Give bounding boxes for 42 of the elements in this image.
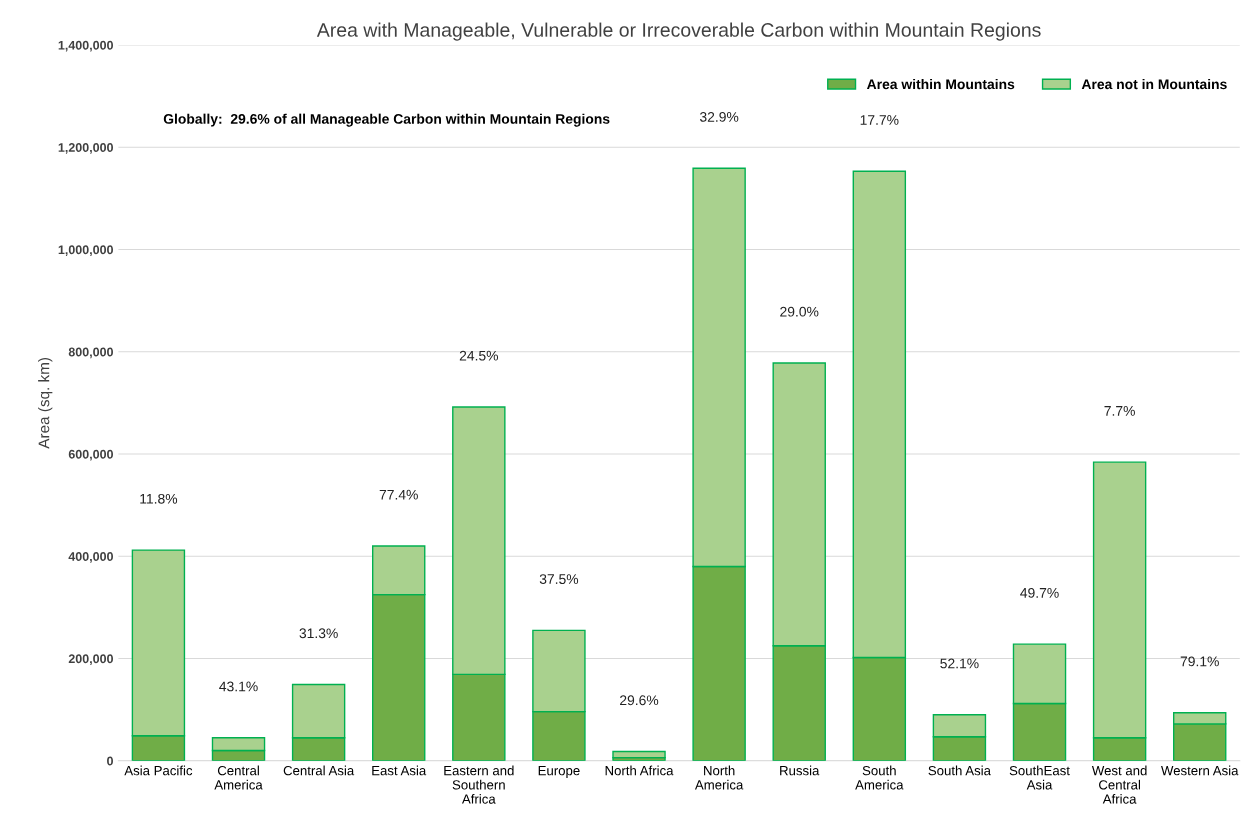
x-tick-label: West and Central Africa	[1091, 765, 1147, 804]
annotation: 77.4%	[379, 489, 418, 500]
annotation: 24.5%	[459, 350, 499, 361]
annotation: 17.7%	[860, 115, 899, 125]
y-tick-label: 400,000	[68, 552, 113, 563]
y-tick-label: 600,000	[68, 449, 113, 461]
y-tick-label: 800,000	[68, 347, 113, 359]
annotation: 29.0%	[780, 306, 819, 317]
legend-label: Area within Mountains	[866, 78, 1015, 90]
x-tick-label: SouthEast Asia	[1009, 765, 1070, 790]
bar	[612, 750, 666, 759]
annotation: 79.1%	[1180, 656, 1219, 667]
y-tick-label: 1,400,000	[58, 40, 113, 52]
annotation: 49.7%	[1020, 587, 1059, 598]
x-tick-label: Asia Pacific	[124, 765, 193, 776]
annotation: 29.6%	[620, 695, 659, 706]
y-tick-label: 200,000	[68, 654, 113, 665]
annotation: 32.9%	[699, 111, 739, 122]
x-tick-label: Eastern and Southern Africa	[444, 765, 514, 804]
x-tick-label: Russia	[780, 765, 820, 776]
y-tick-label: 1,200,000	[58, 143, 113, 154]
y-tick-label: 1,000,000	[58, 245, 113, 256]
y-tick-label: 0	[107, 756, 113, 766]
x-tick-label: Central America	[214, 765, 263, 790]
x-tick-label: Europe	[538, 766, 580, 778]
annotation: 7.7%	[1104, 406, 1135, 416]
y-axis-title: Area (sq. km)	[38, 357, 53, 449]
annotation: 31.3%	[299, 628, 338, 639]
x-tick-label: North Africa	[605, 765, 674, 776]
chart-title: Area with Manageable, Vulnerable or Irrecoverable Carbon within Mountain Regions	[316, 22, 1041, 41]
x-tick-label: Western Asia	[1161, 765, 1239, 776]
x-tick-label: East Asia	[372, 765, 427, 776]
legend-label: Area not in Mountains	[1081, 78, 1227, 90]
annotation: 11.8%	[140, 493, 178, 504]
x-tick-label: South Asia	[928, 765, 991, 776]
x-tick-label: Central Asia	[283, 765, 355, 776]
annotation: 37.5%	[539, 574, 579, 584]
x-tick-label: South America	[855, 765, 904, 790]
annotation: 52.1%	[940, 658, 979, 669]
annotation: Globally: 29.6% of all Manageable Carbon within Mountain Regions	[163, 113, 610, 127]
annotation: 43.1%	[219, 681, 258, 692]
x-tick-label: North America	[694, 765, 744, 790]
